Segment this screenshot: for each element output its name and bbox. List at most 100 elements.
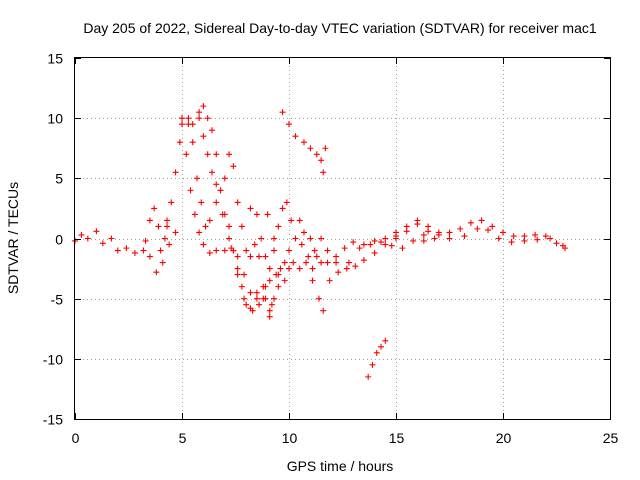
data-point (365, 373, 372, 380)
series-baseline (72, 228, 179, 276)
data-point (146, 253, 153, 260)
x-axis-label: GPS time / hours (287, 458, 394, 474)
data-point (318, 259, 325, 266)
y-tick-label: 5 (55, 171, 63, 187)
data-point (196, 109, 203, 116)
data-point (196, 115, 203, 122)
data-point (123, 245, 130, 252)
data-point (221, 175, 228, 182)
data-point (373, 349, 380, 356)
data-point (241, 295, 248, 302)
data-point (226, 235, 233, 242)
data-point (213, 181, 220, 188)
data-point (161, 235, 168, 242)
data-point (206, 217, 213, 224)
data-point (198, 199, 205, 206)
data-point (93, 228, 100, 235)
series-midday-wave-b (264, 211, 427, 314)
data-point (315, 295, 322, 302)
data-point (187, 187, 194, 194)
data-point (200, 133, 207, 140)
data-point (213, 151, 220, 158)
data-point (547, 235, 554, 242)
data-point (369, 361, 376, 368)
data-point (320, 169, 327, 176)
data-point (226, 223, 233, 230)
data-point (288, 217, 295, 224)
series-early-bump (142, 205, 171, 254)
data-point (318, 235, 325, 242)
data-point (131, 249, 138, 256)
data-point (420, 237, 427, 244)
data-point (559, 242, 566, 249)
data-point (247, 305, 254, 312)
data-point (367, 241, 374, 248)
data-layer (72, 103, 569, 380)
x-tick-label: 20 (496, 430, 512, 446)
series-midday-wave-a (247, 199, 442, 272)
data-point (474, 225, 481, 232)
series-midday-wave-c (296, 217, 399, 266)
data-point (264, 211, 271, 218)
data-point (275, 223, 282, 230)
series-afternoon-tail-lower (420, 225, 566, 249)
x-tick-label: 15 (389, 430, 405, 446)
data-point (420, 231, 427, 238)
data-point (247, 253, 254, 260)
data-point (309, 265, 316, 272)
data-point (335, 269, 342, 276)
data-point (166, 241, 173, 248)
data-point (489, 223, 496, 230)
data-point (553, 240, 560, 247)
data-point (164, 217, 171, 224)
data-point (446, 235, 453, 242)
y-tick-label: 15 (47, 51, 63, 67)
series-peak-descent-c (196, 115, 282, 308)
data-point (324, 247, 331, 254)
y-tick-label: -10 (43, 352, 63, 368)
y-tick-label: 10 (47, 111, 63, 127)
data-point (435, 229, 442, 236)
data-point (258, 235, 265, 242)
data-point (179, 115, 185, 122)
data-point (378, 343, 385, 350)
data-point (286, 247, 292, 254)
data-point (84, 235, 91, 242)
data-point (238, 283, 245, 290)
data-point (262, 253, 269, 260)
x-tick-label: 10 (282, 430, 298, 446)
data-point (200, 241, 207, 248)
data-point (153, 269, 160, 276)
data-point (273, 271, 280, 278)
data-point (146, 217, 153, 224)
data-point (495, 235, 502, 242)
data-point (296, 265, 303, 272)
data-point (360, 257, 367, 264)
plot-frame (74, 57, 611, 420)
data-point (283, 199, 290, 206)
data-point (191, 211, 198, 218)
data-point (189, 139, 196, 146)
data-point (281, 259, 288, 266)
chart-title: Day 205 of 2022, Sidereal Day-to-day VTE… (83, 20, 596, 36)
data-point (78, 231, 85, 238)
series-peak-descent-b (185, 121, 280, 312)
data-point (425, 223, 432, 230)
data-point (296, 217, 303, 224)
data-point (388, 242, 395, 249)
data-point (326, 277, 333, 284)
data-point (298, 241, 305, 248)
data-point (204, 115, 211, 122)
data-point (206, 249, 213, 256)
data-point (382, 337, 389, 344)
data-point (247, 205, 254, 212)
data-point (352, 263, 359, 270)
data-point (485, 227, 492, 234)
x-tick-label: 5 (179, 430, 187, 446)
y-tick-label: -5 (51, 292, 64, 308)
data-point (234, 265, 241, 272)
data-point (393, 229, 399, 236)
data-point (243, 247, 250, 254)
data-point (307, 145, 314, 152)
